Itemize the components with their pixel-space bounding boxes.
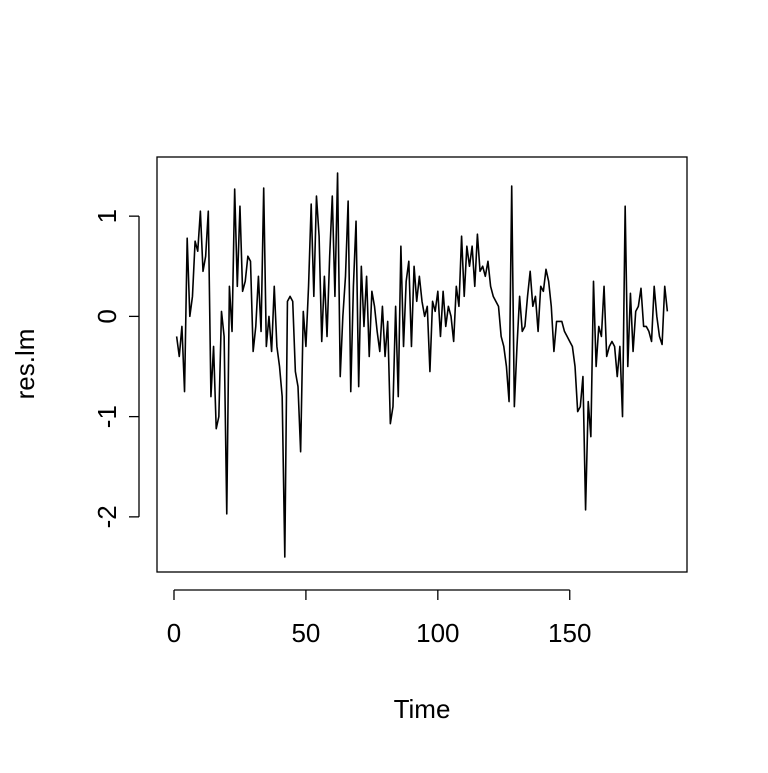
plot-box — [156, 156, 688, 573]
series-line — [175, 172, 669, 558]
x-tick-label: 0 — [167, 618, 181, 648]
y-tick-label: 0 — [92, 309, 122, 323]
y-axis-label: res.lm — [10, 329, 40, 400]
y-tick-label: 1 — [92, 209, 122, 223]
x-axis-label: Time — [394, 694, 451, 724]
y-tick-label: -2 — [92, 505, 122, 528]
x-tick-label: 100 — [416, 618, 459, 648]
y-tick-label: -1 — [92, 405, 122, 428]
x-tick-label: 50 — [291, 618, 320, 648]
x-tick-label: 150 — [548, 618, 591, 648]
